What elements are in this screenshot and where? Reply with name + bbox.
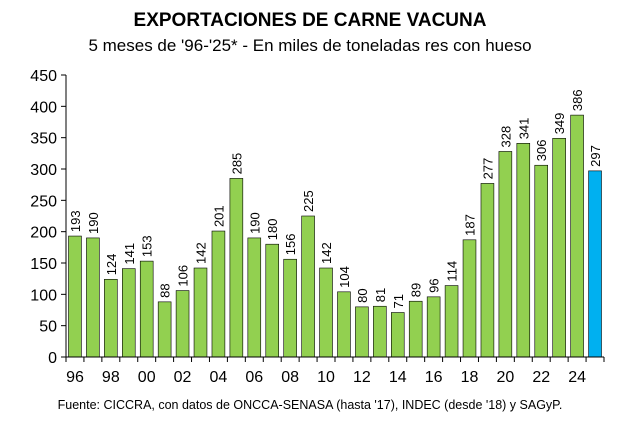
x-tick-label: 04 — [210, 369, 228, 386]
bar — [68, 235, 82, 358]
data-label: 341 — [516, 118, 531, 140]
data-label: 225 — [301, 190, 316, 212]
bar — [247, 237, 262, 358]
bar — [408, 300, 423, 358]
x-tick-label: 10 — [317, 369, 335, 386]
x-tick-label: 96 — [66, 369, 84, 386]
data-label: 187 — [463, 214, 478, 236]
data-label: 156 — [283, 234, 298, 256]
bar — [373, 305, 387, 358]
data-label: 180 — [265, 218, 280, 240]
data-label: 297 — [588, 145, 603, 167]
y-tick-label: 0 — [48, 350, 57, 367]
data-label: 89 — [409, 283, 424, 297]
x-tick-label: 22 — [532, 369, 550, 386]
chart-title: EXPORTACIONES DE CARNE VACUNA — [133, 10, 487, 31]
bar — [570, 114, 584, 358]
data-label: 285 — [229, 153, 244, 175]
bar — [122, 268, 136, 358]
y-tick-label: 200 — [30, 225, 57, 242]
source-note: Fuente: CICCRA, con datos de ONCCA-SENAS… — [57, 398, 563, 412]
bar — [588, 170, 602, 358]
y-tick-label: 450 — [30, 68, 57, 85]
x-tick-label: 02 — [174, 369, 192, 386]
x-tick-label: 16 — [425, 369, 443, 386]
data-label: 386 — [570, 89, 585, 111]
x-tick-label: 14 — [389, 369, 407, 386]
bar — [301, 215, 315, 358]
data-label: 277 — [480, 158, 495, 180]
x-tick-label: 12 — [353, 369, 371, 386]
bar — [139, 260, 154, 358]
data-label: 328 — [498, 126, 513, 148]
bar — [552, 137, 566, 358]
data-label: 124 — [104, 254, 119, 276]
bar — [319, 267, 333, 358]
y-tick-label: 150 — [30, 256, 57, 273]
data-label: 349 — [552, 113, 567, 135]
data-label: 71 — [391, 294, 406, 308]
data-label: 114 — [445, 261, 460, 282]
bar — [104, 278, 118, 358]
data-label: 306 — [534, 140, 549, 162]
bar — [175, 290, 190, 358]
chart-subtitle: 5 meses de '96-'25* - En miles de tonela… — [88, 36, 532, 55]
y-tick-label: 350 — [30, 131, 57, 148]
bar — [337, 291, 351, 358]
data-label: 96 — [427, 278, 442, 292]
bar — [193, 267, 208, 358]
data-label: 193 — [68, 210, 83, 232]
data-label: 81 — [373, 288, 388, 302]
bar — [86, 237, 100, 358]
x-tick-label: 18 — [461, 369, 479, 386]
bar — [534, 164, 548, 358]
bar — [265, 243, 279, 358]
bar — [444, 285, 459, 358]
bar — [157, 301, 172, 358]
bar — [355, 306, 369, 358]
data-label: 104 — [337, 266, 352, 288]
y-tick-label: 250 — [30, 193, 57, 210]
x-tick-label: 98 — [102, 369, 120, 386]
x-tick-label: 08 — [281, 369, 299, 386]
data-label: 142 — [319, 242, 334, 264]
bar — [480, 183, 495, 358]
x-tick-label: 06 — [245, 369, 263, 386]
bar — [498, 151, 513, 358]
bar — [391, 312, 405, 358]
data-label: 190 — [247, 212, 262, 234]
x-tick-label: 20 — [496, 369, 514, 386]
data-label: 88 — [158, 283, 173, 297]
data-label: 201 — [211, 205, 226, 227]
data-label: 190 — [86, 212, 101, 234]
y-tick-label: 400 — [30, 99, 57, 116]
x-tick-label: 00 — [138, 369, 156, 386]
bar — [426, 296, 441, 358]
bar — [283, 258, 297, 358]
x-tick-label: 24 — [568, 369, 586, 386]
data-label: 80 — [355, 288, 370, 302]
bar — [211, 230, 226, 358]
bar — [229, 178, 244, 358]
y-tick-label: 50 — [39, 319, 57, 336]
bar — [516, 143, 531, 358]
y-tick-label: 100 — [30, 287, 57, 304]
data-label: 106 — [176, 265, 191, 287]
data-label: 142 — [194, 242, 209, 264]
y-tick-label: 300 — [30, 162, 57, 179]
data-label: 153 — [140, 235, 155, 257]
data-label: 141 — [122, 243, 137, 265]
bar — [462, 239, 477, 358]
